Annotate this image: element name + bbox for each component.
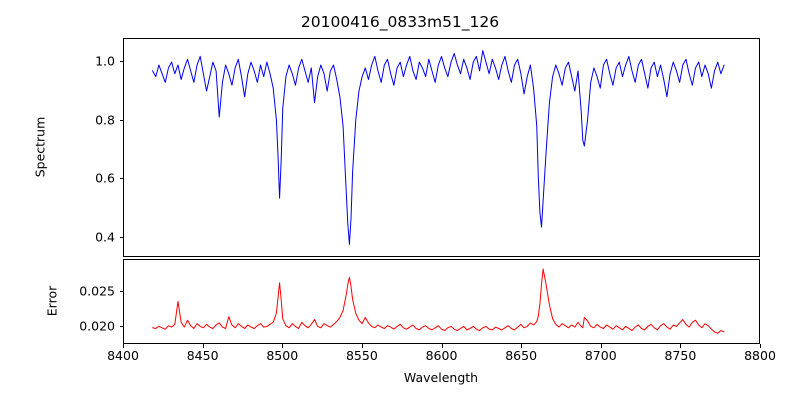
x-tick-label: 8450 [186,348,219,363]
error-y-tick-mark [119,290,123,292]
spectrum-y-tick-mark [119,119,123,121]
error-y-tick-label: 0.025 [79,283,115,299]
error-y-tick-label: 0.020 [79,318,115,334]
x-tick-mark [123,344,125,348]
spectrum-y-tick-mark [119,236,123,238]
x-tick-label: 8400 [107,348,139,363]
x-tick-mark [282,344,284,348]
x-tick-mark [760,344,762,348]
x-tick-label: 8650 [505,348,538,363]
x-tick-label: 8750 [664,348,697,363]
x-tick-mark [600,344,602,348]
error-y-tick-mark [119,326,123,328]
spectrum-plot-area [123,38,760,257]
spectrum-y-tick-label: 1.0 [95,53,115,69]
spectrum-y-tick-label: 0.8 [95,112,115,128]
spectrum-y-tick-mark [119,178,123,180]
x-tick-mark [680,344,682,348]
x-tick-label: 8600 [425,348,458,363]
spectrum-line-series [124,39,759,256]
spectrum-y-tick-mark [119,61,123,63]
x-tick-label: 8800 [744,348,776,363]
x-tick-label: 8700 [584,348,617,363]
x-axis-label: Wavelength [403,370,479,385]
x-tick-label: 8550 [345,348,378,363]
spectrum-y-tick-label: 0.4 [95,229,115,245]
spectrum-y-tick-label: 0.6 [95,170,115,186]
x-tick-mark [441,344,443,348]
error-line-series [124,260,759,343]
x-tick-label: 8500 [266,348,299,363]
x-tick-mark [521,344,523,348]
chart-title: 20100416_0833m51_126 [300,13,500,31]
error-plot-area [123,259,760,344]
x-tick-mark [361,344,363,348]
x-tick-mark [202,344,204,348]
